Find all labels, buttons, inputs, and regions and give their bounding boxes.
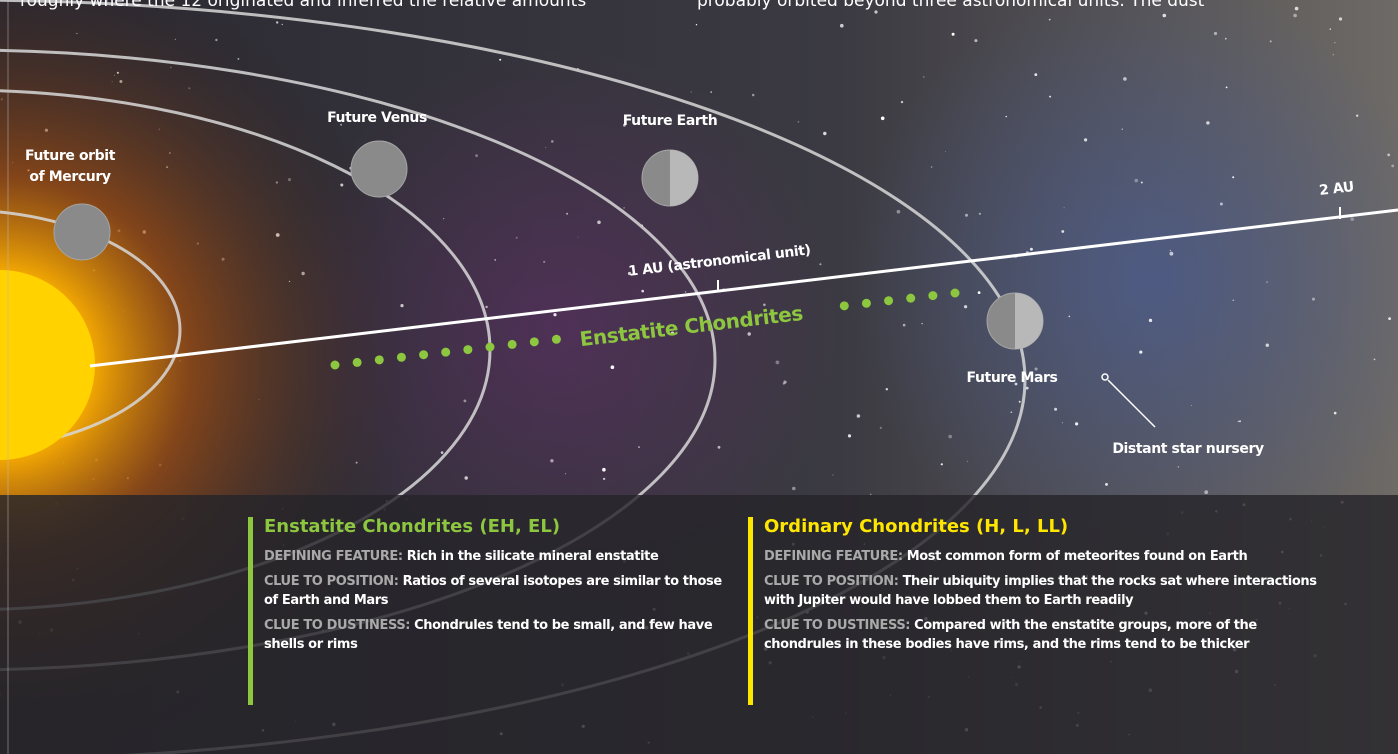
panel-item: CLUE TO DUSTINESS:Compared with the enst… xyxy=(764,616,1334,654)
item-text: Rich in the silicate mineral enstatite xyxy=(407,549,659,564)
dot xyxy=(951,289,960,298)
dot xyxy=(530,337,539,346)
item-label: DEFINING FEATURE: xyxy=(264,549,403,564)
label: Future Earth xyxy=(623,113,718,129)
dot xyxy=(397,353,406,362)
label: Future Venus xyxy=(327,110,427,126)
planet xyxy=(54,204,110,260)
intro-text: probably orbited beyond three astronomic… xyxy=(697,0,1204,11)
label: Distant star nursery xyxy=(1112,441,1264,457)
panel: Enstatite Chondrites (EH, EL) DEFINING FE… xyxy=(250,516,734,660)
panel-title: Ordinary Chondrites (H, L, LL) xyxy=(764,516,1334,537)
item-label: CLUE TO POSITION: xyxy=(264,574,399,589)
intro-text: roughly where the 12 originated and infe… xyxy=(20,0,586,11)
dot xyxy=(463,345,472,354)
dot xyxy=(353,358,362,367)
dot xyxy=(419,350,428,359)
dot xyxy=(906,294,915,303)
dot xyxy=(552,335,561,344)
panel-item: DEFINING FEATURE: Rich in the silicate mi… xyxy=(264,547,734,566)
dot xyxy=(486,343,495,352)
panel-item: CLUE TO POSITION:Ratios of several isoto… xyxy=(264,572,734,610)
item-label: DEFINING FEATURE: xyxy=(764,549,903,564)
panel-item: DEFINING FEATURE: Most common form of met… xyxy=(764,547,1334,566)
dot xyxy=(862,299,871,308)
dot xyxy=(331,361,340,370)
dot xyxy=(884,296,893,305)
infographic: Future orbit of Mercury Future Venus Fut… xyxy=(0,0,1398,754)
item-text: Most common form of meteorites found on … xyxy=(907,549,1248,564)
panel: Ordinary Chondrites (H, L, LL) DEFINING F… xyxy=(750,516,1334,660)
panel-item: CLUE TO DUSTINESS:Chondrules tend to be … xyxy=(264,616,734,654)
dot xyxy=(375,355,384,364)
dot xyxy=(508,340,517,349)
label: Future orbit xyxy=(25,148,116,164)
label: of Mercury xyxy=(29,169,110,185)
panel-title: Enstatite Chondrites (EH, EL) xyxy=(264,516,734,537)
dot xyxy=(928,291,937,300)
dot xyxy=(441,348,450,357)
panel-item: CLUE TO POSITION:Their ubiquity implies … xyxy=(764,572,1334,610)
planet xyxy=(351,141,407,197)
item-label: CLUE TO DUSTINESS: xyxy=(764,618,910,633)
dot xyxy=(840,301,849,310)
item-label: CLUE TO DUSTINESS: xyxy=(264,618,410,633)
item-label: CLUE TO POSITION: xyxy=(764,574,899,589)
label: Future Mars xyxy=(967,370,1058,386)
